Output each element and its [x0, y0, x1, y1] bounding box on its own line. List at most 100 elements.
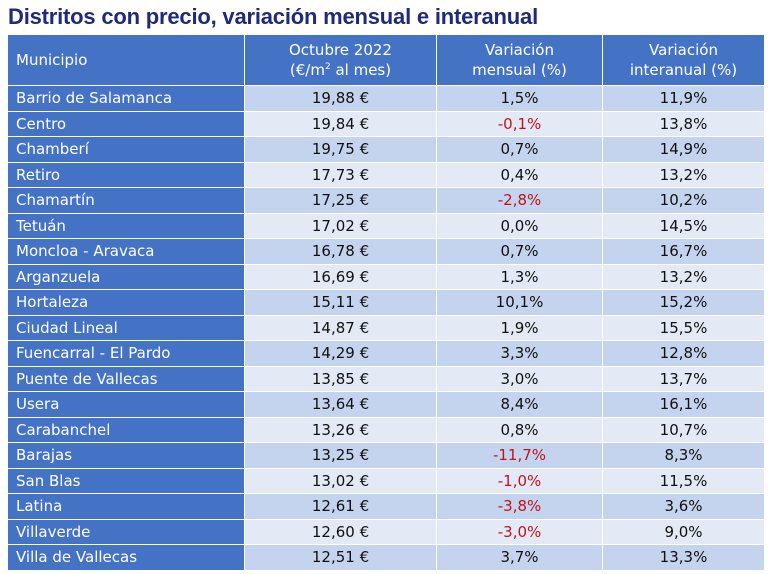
monthly-variation-cell: -2,8% [436, 187, 603, 214]
monthly-variation-cell: 1,5% [436, 85, 603, 112]
yearly-variation-cell: 10,7% [602, 416, 765, 443]
price-cell: 17,25 € [244, 187, 437, 214]
table-row: Retiro 17,73 €0,4% 13,2% [7, 161, 765, 188]
price-cell: 13,85 € [244, 365, 437, 392]
table-body: Barrio de Salamanca 19,88 €1,5% 11,9% Centr… [7, 85, 765, 571]
table-row: Hortaleza 15,11 €10,1% 15,2% [7, 289, 765, 316]
table-row: Chamberí 19,75 €0,7% 14,9% [7, 136, 765, 163]
district-name-cell: Chamartín [7, 187, 245, 214]
yearly-variation-cell: 13,3% [602, 544, 765, 571]
district-name-cell: Fuencarral - El Pardo [7, 340, 245, 367]
table-row: Fuencarral - El Pardo 14,29 €3,3% 12,8% [7, 340, 765, 367]
monthly-variation-cell: 0,7% [436, 136, 603, 163]
table-row: Puente de Vallecas 13,85 €3,0% 13,7% [7, 365, 765, 392]
yearly-variation-cell: 13,8% [602, 110, 765, 137]
price-cell: 19,75 € [244, 136, 437, 163]
monthly-variation-cell: 1,9% [436, 314, 603, 341]
yearly-variation-cell: 11,9% [602, 85, 765, 112]
price-cell: 15,11 € [244, 289, 437, 316]
price-cell: 12,61 € [244, 493, 437, 520]
yearly-variation-cell: 14,5% [602, 212, 765, 239]
table-row: Usera 13,64 €8,4% 16,1% [7, 391, 765, 418]
district-name-cell: Puente de Vallecas [7, 365, 245, 392]
monthly-variation-cell: -3,8% [436, 493, 603, 520]
district-name-cell: San Blas [7, 467, 245, 494]
header-municipio[interactable]: Municipio [7, 34, 245, 86]
monthly-variation-cell: 0,4% [436, 161, 603, 188]
header-precio-unit-a: (€/m [289, 61, 325, 79]
table-row: Carabanchel 13,26 €0,8% 10,7% [7, 416, 765, 443]
table-row: Chamartín 17,25 € -2,8% 10,2% [7, 187, 765, 214]
yearly-variation-cell: 13,2% [602, 263, 765, 290]
district-name-cell: Moncloa - Aravaca [7, 238, 245, 265]
district-name-cell: Arganzuela [7, 263, 245, 290]
table-header-row: Municipio Octubre 2022 (€/m2 al mes) Var… [7, 34, 765, 86]
header-precio-unit-b: al mes) [330, 61, 392, 79]
monthly-variation-cell: -1,0% [436, 467, 603, 494]
table-row: Barajas 13,25 € -11,7% 8,3% [7, 442, 765, 469]
price-cell: 17,73 € [244, 161, 437, 188]
price-cell: 16,69 € [244, 263, 437, 290]
header-precio[interactable]: Octubre 2022 (€/m2 al mes) [244, 34, 437, 86]
header-mensual-line2: mensual (%) [472, 61, 567, 79]
price-cell: 13,64 € [244, 391, 437, 418]
yearly-variation-cell: 8,3% [602, 442, 765, 469]
yearly-variation-cell: 11,5% [602, 467, 765, 494]
yearly-variation-cell: 16,7% [602, 238, 765, 265]
district-name-cell: Usera [7, 391, 245, 418]
price-cell: 17,02 € [244, 212, 437, 239]
price-cell: 19,88 € [244, 85, 437, 112]
price-cell: 16,78 € [244, 238, 437, 265]
monthly-variation-cell: 8,4% [436, 391, 603, 418]
districts-table: Municipio Octubre 2022 (€/m2 al mes) Var… [7, 34, 765, 571]
price-cell: 14,29 € [244, 340, 437, 367]
district-name-cell: Chamberí [7, 136, 245, 163]
header-mensual[interactable]: Variación mensual (%) [436, 34, 603, 86]
district-name-cell: Villaverde [7, 518, 245, 545]
district-name-cell: Villa de Vallecas [7, 544, 245, 571]
yearly-variation-cell: 9,0% [602, 518, 765, 545]
monthly-variation-cell: 10,1% [436, 289, 603, 316]
district-name-cell: Carabanchel [7, 416, 245, 443]
table-row: Villa de Vallecas 12,51 €3,7% 13,3% [7, 544, 765, 571]
table-row: Barrio de Salamanca 19,88 €1,5% 11,9% [7, 85, 765, 112]
yearly-variation-cell: 3,6% [602, 493, 765, 520]
monthly-variation-cell: 0,8% [436, 416, 603, 443]
header-interanual-line1: Variación [649, 41, 718, 59]
monthly-variation-cell: -11,7% [436, 442, 603, 469]
monthly-variation-cell: -0,1% [436, 110, 603, 137]
table-row: Centro 19,84 € -0,1% 13,8% [7, 110, 765, 137]
district-name-cell: Ciudad Lineal [7, 314, 245, 341]
monthly-variation-cell: -3,0% [436, 518, 603, 545]
price-cell: 12,60 € [244, 518, 437, 545]
district-name-cell: Tetuán [7, 212, 245, 239]
district-name-cell: Latina [7, 493, 245, 520]
header-precio-line1: Octubre 2022 [289, 41, 392, 59]
header-interanual[interactable]: Variación interanual (%) [602, 34, 765, 86]
monthly-variation-cell: 0,0% [436, 212, 603, 239]
header-interanual-line2: interanual (%) [629, 61, 738, 79]
table-row: San Blas 13,02 € -1,0% 11,5% [7, 467, 765, 494]
price-cell: 14,87 € [244, 314, 437, 341]
table-row: Moncloa - Aravaca 16,78 €0,7% 16,7% [7, 238, 765, 265]
yearly-variation-cell: 15,5% [602, 314, 765, 341]
monthly-variation-cell: 1,3% [436, 263, 603, 290]
district-name-cell: Centro [7, 110, 245, 137]
table-row: Ciudad Lineal 14,87 €1,9% 15,5% [7, 314, 765, 341]
price-cell: 13,26 € [244, 416, 437, 443]
header-precio-unit-sup: 2 [324, 62, 331, 72]
monthly-variation-cell: 0,7% [436, 238, 603, 265]
table-row: Tetuán 17,02 €0,0% 14,5% [7, 212, 765, 239]
district-name-cell: Hortaleza [7, 289, 245, 316]
price-cell: 19,84 € [244, 110, 437, 137]
monthly-variation-cell: 3,0% [436, 365, 603, 392]
table-row: Latina 12,61 € -3,8% 3,6% [7, 493, 765, 520]
price-cell: 12,51 € [244, 544, 437, 571]
district-name-cell: Barrio de Salamanca [7, 85, 245, 112]
yearly-variation-cell: 14,9% [602, 136, 765, 163]
price-cell: 13,02 € [244, 467, 437, 494]
table-row: Arganzuela 16,69 €1,3% 13,2% [7, 263, 765, 290]
monthly-variation-cell: 3,7% [436, 544, 603, 571]
yearly-variation-cell: 12,8% [602, 340, 765, 367]
yearly-variation-cell: 13,2% [602, 161, 765, 188]
